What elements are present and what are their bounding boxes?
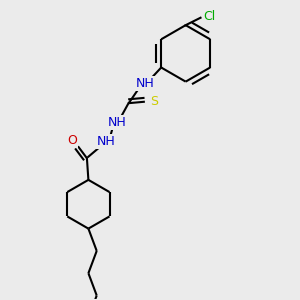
Text: NH: NH [97, 135, 116, 148]
Text: NH: NH [136, 77, 154, 90]
Text: Cl: Cl [203, 10, 216, 23]
Text: NH: NH [107, 116, 126, 129]
Text: O: O [67, 134, 77, 147]
Text: S: S [150, 95, 158, 108]
